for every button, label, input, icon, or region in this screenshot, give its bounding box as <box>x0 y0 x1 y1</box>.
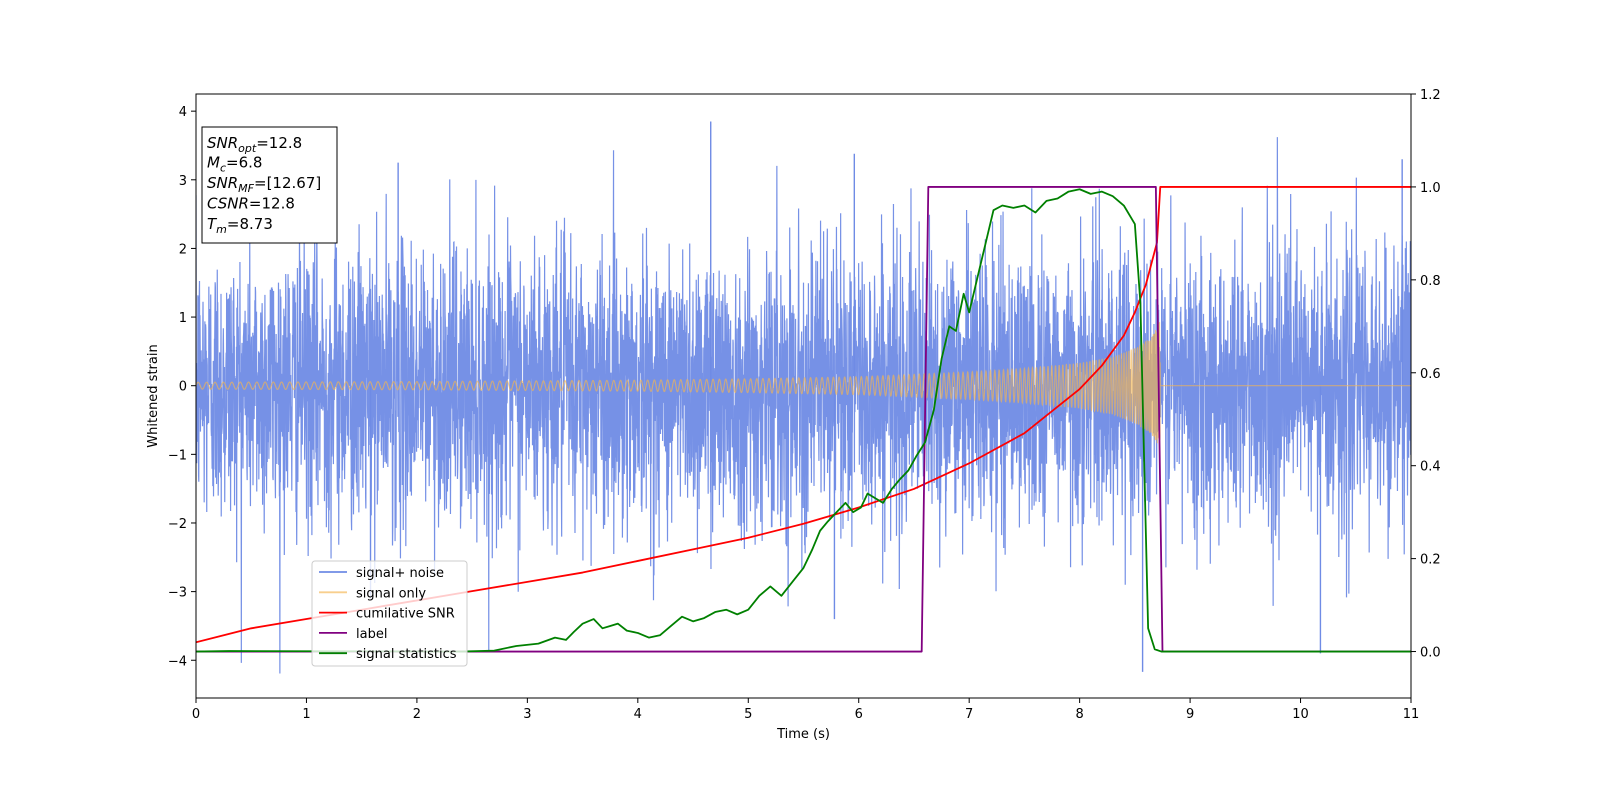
x-tick-label: 0 <box>192 707 200 722</box>
series-signal-only-line <box>196 322 1411 444</box>
info-box: SNRopt=12.8 Mc=6.8 SNRMF=[12.67] CSNR=12… <box>201 126 338 244</box>
info-mc: Mc=6.8 <box>207 154 262 175</box>
legend-label-0: signal+ noise <box>356 566 444 581</box>
legend-label-2: cumilative SNR <box>356 607 455 622</box>
series-signal-statistics-line <box>196 188 1411 653</box>
y-tick-label: −3 <box>168 586 187 601</box>
x-tick-label: 6 <box>855 707 863 722</box>
x-tick-label: 2 <box>413 707 421 722</box>
y-axis-label: Whitened strain <box>146 344 161 447</box>
y2-tick-label: 0.4 <box>1420 460 1441 475</box>
legend-label-3: label <box>356 627 387 642</box>
x-tick-label: 9 <box>1186 707 1194 722</box>
y-tick-label: −2 <box>168 517 187 532</box>
y2-tick-label: 1.0 <box>1420 181 1441 196</box>
y-tick-label: 2 <box>179 242 187 257</box>
y2-tick-label: 0.0 <box>1420 646 1441 661</box>
x-tick-label: 1 <box>302 707 310 722</box>
x-tick-label: 11 <box>1403 707 1420 722</box>
axes: 0 1 2 3 4 5 6 7 8 9 10 1143210−1−2−3−41.21.00.80.60… <box>168 88 1441 722</box>
info-snr-mf: SNRMF=[12.67] <box>207 174 321 195</box>
y2-tick-label: 0.8 <box>1420 274 1441 289</box>
info-csnr: CSNR=12.8 <box>207 195 295 213</box>
legend-box <box>311 560 468 667</box>
x-tick-label: 5 <box>744 707 752 722</box>
x-tick-label: 10 <box>1292 707 1309 722</box>
x-axis-label: Time (s) <box>776 727 830 742</box>
y-tick-label: 3 <box>179 174 187 189</box>
y-tick-label: 4 <box>179 105 187 120</box>
y2-tick-label: 1.2 <box>1420 88 1441 103</box>
y2-tick-label: 0.6 <box>1420 367 1441 382</box>
x-tick-label: 4 <box>634 707 642 722</box>
y-tick-label: 0 <box>179 380 187 395</box>
x-tick-label: 7 <box>965 707 973 722</box>
info-tm: Tm=8.73 <box>207 215 273 236</box>
x-tick-label: 3 <box>523 707 531 722</box>
legend-label-1: signal only <box>356 586 426 601</box>
legend-label-4: signal statistics <box>356 647 457 662</box>
y-tick-label: −1 <box>168 448 187 463</box>
info-snr-opt: SNRopt=12.8 <box>207 134 302 155</box>
x-tick-label: 8 <box>1075 707 1083 722</box>
axes-frame <box>195 93 1412 699</box>
y-tick-label: −4 <box>168 654 187 669</box>
legend: signal+ noise signal only cumilative SNR la… <box>311 560 468 667</box>
y2-tick-label: 0.2 <box>1420 553 1441 568</box>
y-tick-label: 1 <box>179 311 187 326</box>
